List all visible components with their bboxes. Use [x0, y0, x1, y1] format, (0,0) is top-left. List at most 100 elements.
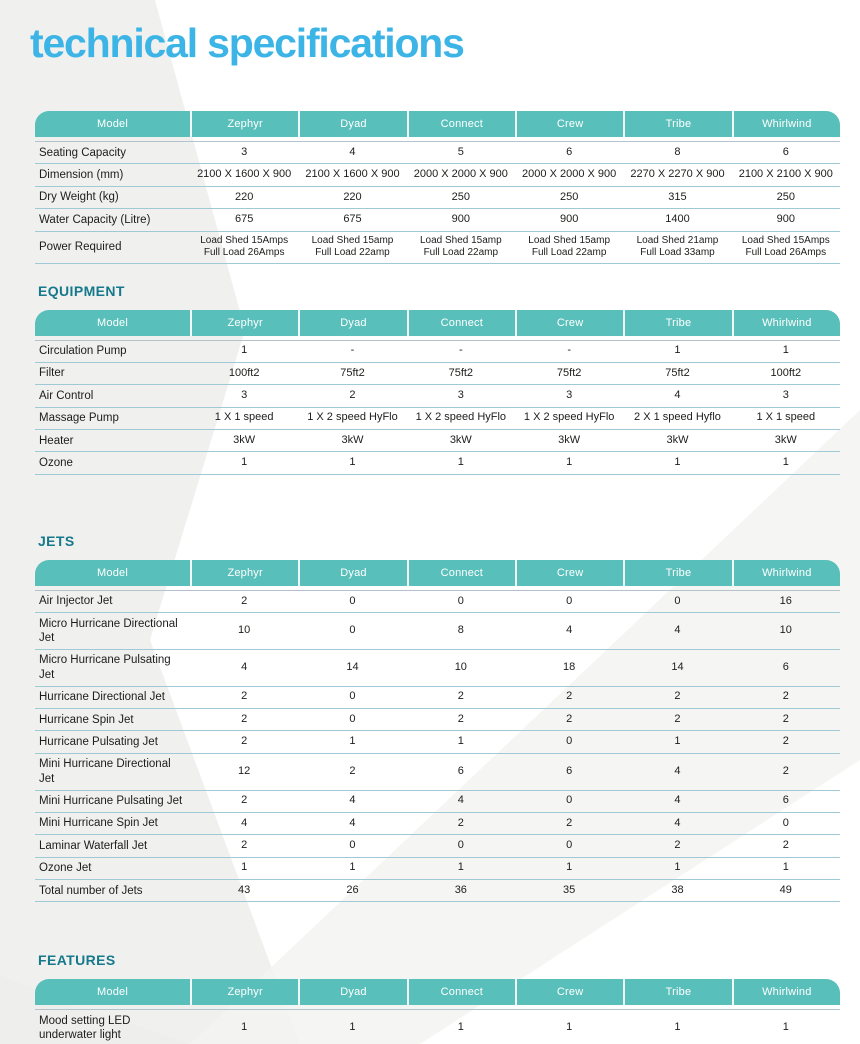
row-label: Laminar Waterfall Jet [39, 839, 148, 852]
cell-whirlwind-circulation-pump: 1 [782, 344, 789, 357]
cell-tribe-total-number-of-jets: 38 [671, 883, 684, 896]
section-heading-features: FEATURES [38, 952, 116, 969]
section-heading-jets: JETS [38, 532, 75, 549]
row-label: Micro Hurricane Directional Jet [39, 617, 178, 644]
table-row-power-required: Power Required Load Shed 15Amps Full Load… [35, 232, 840, 264]
cell-crew-ozone-jet: 1 [566, 861, 573, 874]
table-row-mood-setting-led-underwater-light: Mood setting LED underwater light 1 1 1 1 1 1 [35, 1009, 840, 1044]
page-content: technical specifications Model Zephyr Dyad… [0, 20, 860, 1044]
cell-connect-mood-setting-led-underwater-light: 1 [457, 1021, 464, 1034]
cell-whirlwind-dimension-mm: 2100 X 2100 X 900 [738, 168, 833, 181]
cell-connect-mini-hurricane-spin-jet: 2 [457, 816, 464, 829]
cell-dyad-air-injector-jet: 0 [349, 594, 356, 607]
cell-tribe-power-required: Load Shed 21amp Full Load 33amp [636, 234, 719, 259]
column-header-dyad: Dyad [298, 979, 406, 1006]
cell-whirlwind-ozone-jet: 1 [782, 861, 789, 874]
cell-whirlwind-hurricane-pulsating-jet: 2 [782, 735, 789, 748]
section-features: FEATURES Model Zephyr Dyad Connect Crew Tribe W… [35, 952, 840, 1044]
cell-zephyr-mini-hurricane-pulsating-jet: 2 [241, 794, 248, 807]
column-header-whirlwind: Whirlwind [731, 559, 840, 586]
column-header-whirlwind: Whirlwind [731, 111, 840, 137]
spec-table-features: Model Zephyr Dyad Connect Crew Tribe Whirlwind… [35, 979, 840, 1044]
row-label: Mood setting LED underwater light [39, 1014, 131, 1042]
table-row-mini-hurricane-spin-jet: Mini Hurricane Spin Jet 4 4 2 2 4 0 [35, 813, 840, 836]
table-row-seating-capacity: Seating Capacity 3 4 5 6 8 6 [35, 141, 840, 165]
cell-whirlwind-seating-capacity: 6 [782, 145, 789, 158]
cell-crew-hurricane-pulsating-jet: 0 [566, 735, 573, 748]
row-label: Total number of Jets [39, 884, 143, 897]
spec-table-general: Model Zephyr Dyad Connect Crew Tribe Whirlwind… [35, 111, 840, 264]
table-header-row-jets: Model Zephyr Dyad Connect Crew Tribe Whirlwind [35, 559, 840, 586]
cell-dyad-power-required: Load Shed 15amp Full Load 22amp [311, 234, 394, 259]
cell-dyad-mini-hurricane-spin-jet: 4 [349, 816, 356, 829]
cell-connect-power-required: Load Shed 15amp Full Load 22amp [419, 234, 502, 259]
table-row-mini-hurricane-directional-jet: Mini Hurricane Directional Jet 12 2 6 6 4 2 [35, 754, 840, 791]
column-header-whirlwind: Whirlwind [731, 309, 840, 336]
cell-crew-heater: 3kW [558, 433, 581, 446]
cell-tribe-heater: 3kW [666, 433, 689, 446]
cell-whirlwind-micro-hurricane-directional-jet: 10 [779, 624, 792, 637]
table-row-air-control: Air Control 3 2 3 3 4 3 [35, 385, 840, 408]
cell-whirlwind-air-injector-jet: 16 [779, 594, 792, 607]
cell-tribe-air-injector-jet: 0 [674, 594, 681, 607]
cell-dyad-heater: 3kW [341, 433, 364, 446]
cell-dyad-circulation-pump: - [350, 344, 355, 357]
cell-tribe-mini-hurricane-pulsating-jet: 4 [674, 794, 681, 807]
cell-crew-total-number-of-jets: 35 [563, 883, 576, 896]
cell-tribe-mini-hurricane-spin-jet: 4 [674, 816, 681, 829]
table-row-filter: Filter 100ft2 75ft2 75ft2 75ft2 75ft2 100ft2 [35, 363, 840, 386]
cell-tribe-mood-setting-led-underwater-light: 1 [674, 1021, 681, 1034]
cell-whirlwind-hurricane-directional-jet: 2 [782, 690, 789, 703]
cell-whirlwind-heater: 3kW [774, 433, 797, 446]
cell-tribe-micro-hurricane-directional-jet: 4 [674, 624, 681, 637]
column-header-dyad: Dyad [298, 111, 406, 137]
cell-connect-total-number-of-jets: 36 [454, 883, 467, 896]
table-row-laminar-waterfall-jet: Laminar Waterfall Jet 2 0 0 0 2 2 [35, 835, 840, 858]
row-label: Hurricane Directional Jet [39, 691, 165, 704]
row-label: Air Injector Jet [39, 595, 113, 608]
column-header-crew: Crew [514, 979, 623, 1006]
row-label: Mini Hurricane Pulsating Jet [39, 795, 183, 807]
cell-zephyr-heater: 3kW [233, 433, 256, 446]
cell-connect-circulation-pump: - [458, 344, 463, 357]
column-header-connect: Connect [406, 979, 515, 1006]
table-body-features: Mood setting LED underwater light111111A… [35, 1009, 840, 1044]
table-row-micro-hurricane-directional-jet: Micro Hurricane Directional Jet 10 0 8 4 4 10 [35, 613, 840, 650]
cell-dyad-mini-hurricane-pulsating-jet: 4 [349, 794, 356, 807]
cell-connect-massage-pump: 1 X 2 speed HyFlo [415, 411, 507, 424]
row-label: Ozone [39, 456, 73, 469]
column-header-crew: Crew [514, 111, 623, 137]
section-jets: JETS Model Zephyr Dyad Connect Crew Tribe Whirl… [35, 533, 840, 903]
cell-tribe-air-control: 4 [674, 389, 681, 402]
table-header-row-general: Model Zephyr Dyad Connect Crew Tribe Whirlwind [35, 111, 840, 137]
spec-table-equipment: Model Zephyr Dyad Connect Crew Tribe Whirlwind… [35, 309, 840, 475]
cell-crew-micro-hurricane-pulsating-jet: 18 [563, 660, 576, 673]
row-label: Circulation Pump [39, 345, 127, 357]
cell-tribe-dry-weight-kg: 315 [668, 190, 687, 203]
table-row-hurricane-pulsating-jet: Hurricane Pulsating Jet 2 1 1 0 1 2 [35, 731, 840, 754]
row-label: Massage Pump [39, 412, 119, 425]
cell-tribe-circulation-pump: 1 [674, 344, 681, 357]
cell-zephyr-micro-hurricane-pulsating-jet: 4 [241, 660, 248, 673]
table-header-row-features: Model Zephyr Dyad Connect Crew Tribe Whirlwind [35, 979, 840, 1006]
cell-zephyr-dimension-mm: 2100 X 1600 X 900 [197, 168, 292, 181]
cell-zephyr-laminar-waterfall-jet: 2 [241, 839, 248, 852]
cell-connect-hurricane-spin-jet: 2 [457, 712, 464, 725]
table-row-hurricane-spin-jet: Hurricane Spin Jet 2 0 2 2 2 2 [35, 709, 840, 732]
cell-zephyr-circulation-pump: 1 [241, 344, 248, 357]
cell-zephyr-total-number-of-jets: 43 [238, 883, 251, 896]
row-label: Mini Hurricane Spin Jet [39, 817, 158, 830]
cell-crew-filter: 75ft2 [556, 366, 582, 379]
cell-zephyr-power-required: Load Shed 15Amps Full Load 26Amps [200, 234, 289, 259]
cell-dyad-massage-pump: 1 X 2 speed HyFlo [307, 411, 398, 424]
cell-crew-mini-hurricane-spin-jet: 2 [566, 816, 573, 829]
cell-zephyr-seating-capacity: 3 [241, 145, 248, 158]
cell-whirlwind-dry-weight-kg: 250 [776, 190, 795, 203]
cell-dyad-dry-weight-kg: 220 [343, 190, 362, 203]
cell-crew-seating-capacity: 6 [566, 145, 573, 158]
cell-crew-mini-hurricane-directional-jet: 6 [566, 764, 573, 777]
cell-tribe-water-capacity-litre: 1400 [665, 212, 690, 225]
cell-tribe-micro-hurricane-pulsating-jet: 14 [671, 660, 684, 673]
cell-tribe-ozone-jet: 1 [674, 861, 681, 874]
cell-dyad-micro-hurricane-directional-jet: 0 [349, 624, 356, 637]
